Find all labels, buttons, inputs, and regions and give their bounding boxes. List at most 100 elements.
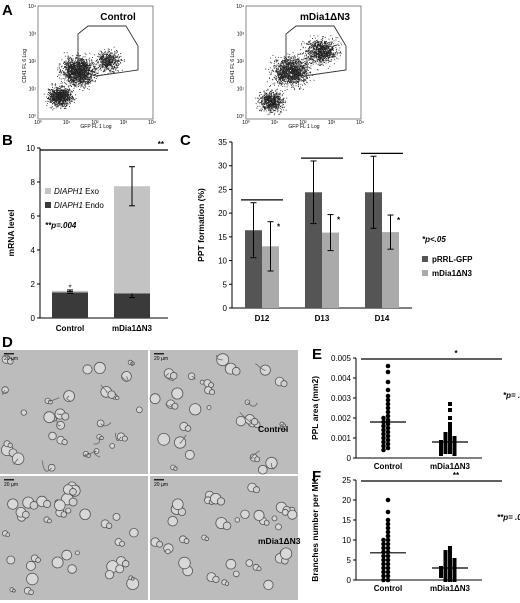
flow-event-dot <box>259 110 261 112</box>
flow-event-dot <box>59 91 60 93</box>
flow-event-dot <box>84 82 86 84</box>
flow-event-dot <box>273 102 274 104</box>
flow-event-dot <box>306 64 308 66</box>
flow-event-dot <box>74 68 76 70</box>
flow-event-dot <box>79 67 80 69</box>
flow-event-dot <box>273 91 274 93</box>
flow-event-dot <box>51 83 53 84</box>
flow-event-dot <box>90 80 92 82</box>
flow-event-dot <box>79 64 81 66</box>
flow-event-dot <box>274 103 276 105</box>
flow-event-dot <box>59 94 61 95</box>
flow-event-dot <box>75 65 76 66</box>
flow-event-dot <box>104 53 106 55</box>
flow-event-dot <box>270 102 272 104</box>
flow-event-dot <box>295 70 297 72</box>
flow-event-dot <box>69 99 71 101</box>
flow-event-dot <box>64 69 66 71</box>
flow-event-dot <box>60 106 62 108</box>
flow-event-dot <box>110 70 112 72</box>
flow-event-dot <box>298 54 300 55</box>
flow-event-dot <box>59 94 61 96</box>
flow-event-dot <box>59 71 61 73</box>
flow-event-dot <box>113 63 115 64</box>
flow-event-dot <box>73 102 75 103</box>
flow-event-dot <box>76 76 78 77</box>
flow-event-dot <box>271 93 272 95</box>
flow-event-dot <box>297 79 299 80</box>
flow-event-dot <box>62 90 64 92</box>
flow-event-dot <box>61 91 63 93</box>
flow-event-dot <box>87 83 89 85</box>
flow-event-dot <box>272 78 274 80</box>
flow-event-dot <box>274 99 276 101</box>
flow-event-dot <box>268 95 270 97</box>
flow-event-dot <box>287 83 289 84</box>
flow-event-dot <box>47 93 49 95</box>
flow-event-dot <box>59 96 61 98</box>
flow-event-dot <box>76 54 78 56</box>
flow-event-dot <box>66 64 68 66</box>
flow-event-dot <box>288 78 290 79</box>
flow-event-dot <box>318 61 320 63</box>
flow-event-dot <box>103 61 105 63</box>
flow-event-dot <box>65 100 67 102</box>
flow-event-dot <box>300 86 302 88</box>
flow-event-dot <box>290 65 292 66</box>
flow-event-dot <box>270 103 272 105</box>
flow-event-dot <box>81 65 82 67</box>
flow-event-dot <box>296 75 298 77</box>
flow-event-dot <box>62 97 64 99</box>
flow-event-dot <box>81 67 83 69</box>
flow-event-dot <box>76 64 78 66</box>
flow-event-dot <box>92 63 94 65</box>
flow-event-dot <box>70 90 72 92</box>
flow-event-dot <box>287 59 288 60</box>
flow-event-dot <box>69 101 71 103</box>
flow-event-dot <box>65 88 67 89</box>
flow-event-dot <box>282 94 283 96</box>
flow-event-dot <box>89 68 91 70</box>
flow-event-dot <box>59 102 61 104</box>
flow-event-dot <box>261 106 263 108</box>
flow-event-dot <box>285 77 287 79</box>
flow-event-dot <box>111 56 113 58</box>
flow-event-dot <box>276 107 278 109</box>
flow-event-dot <box>275 106 277 108</box>
flow-event-dot <box>281 62 283 63</box>
flow-event-dot <box>114 57 116 59</box>
flow-event-dot <box>286 89 288 90</box>
flow-event-dot <box>260 92 261 93</box>
flow-event-dot <box>288 77 290 78</box>
flow-event-dot <box>110 63 111 65</box>
flow-event-dot <box>295 65 297 67</box>
flow-event-dot <box>85 68 87 70</box>
flow-event-dot <box>285 72 287 74</box>
flow-event-dot <box>264 108 266 110</box>
flow-event-dot <box>281 76 283 78</box>
flow-event-dot <box>328 46 330 47</box>
flow-event-dot <box>106 65 108 67</box>
flow-event-dot <box>289 58 291 60</box>
flow-event-dot <box>104 65 106 67</box>
flow-event-dot <box>102 65 104 67</box>
flow-event-dot <box>68 71 70 72</box>
flow-event-dot <box>271 101 273 102</box>
flow-event-dot <box>54 92 56 94</box>
flow-event-dot <box>295 66 297 68</box>
flow-event-dot <box>272 70 274 72</box>
flow-event-dot <box>294 74 296 76</box>
flow-event-dot <box>293 80 295 82</box>
flow-event-dot <box>297 66 299 68</box>
flow-event-dot <box>99 63 101 65</box>
flow-event-dot <box>278 62 279 64</box>
flow-event-dot <box>294 73 296 75</box>
flow-event-dot <box>294 67 296 69</box>
flow-event-dot <box>87 78 89 79</box>
flow-event-dot <box>292 75 294 77</box>
flow-event-dot <box>308 58 310 60</box>
flow-event-dot <box>74 73 76 75</box>
flow-event-dot <box>81 81 83 82</box>
flow-event-dot <box>307 77 308 78</box>
flow-event-dot <box>80 72 82 74</box>
